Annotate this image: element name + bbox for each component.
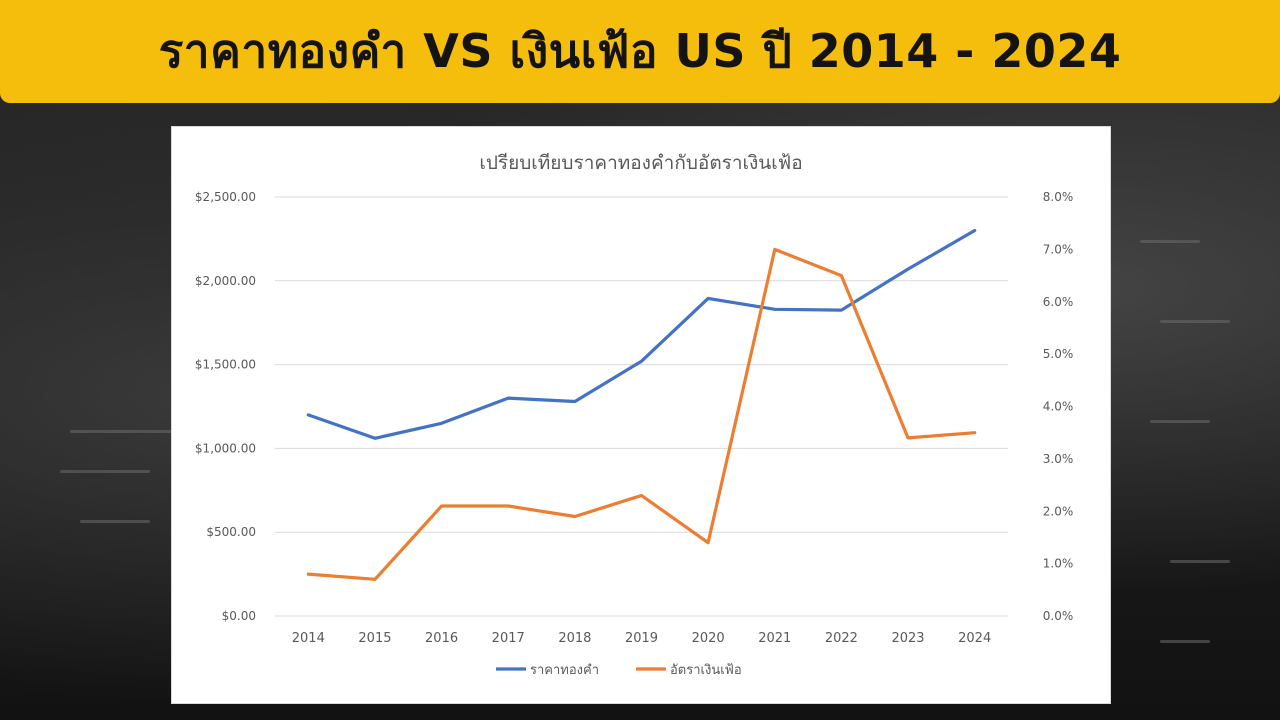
left-tick-label: $2,000.00 xyxy=(195,274,256,288)
x-tick-label: 2019 xyxy=(625,631,658,646)
series-line xyxy=(306,247,977,581)
right-tick-label: 3.0% xyxy=(1043,452,1074,466)
right-tick-label: 4.0% xyxy=(1043,400,1074,414)
banner-title: ราคาทองคำ VS เงินเฟ้อ US ปี 2014 - 2024 xyxy=(158,24,1122,78)
right-tick-label: 0.0% xyxy=(1043,609,1074,623)
right-tick-label: 8.0% xyxy=(1043,190,1074,204)
left-tick-label: $0.00 xyxy=(222,609,256,623)
legend-label: อัตราเงินเฟ้อ xyxy=(670,663,742,678)
legend-label: ราคาทองคำ xyxy=(530,663,599,678)
left-tick-label: $2,500.00 xyxy=(195,190,256,204)
title-banner: ราคาทองคำ VS เงินเฟ้อ US ปี 2014 - 2024 xyxy=(0,0,1280,103)
series-lines xyxy=(306,228,977,581)
left-tick-label: $1,500.00 xyxy=(195,358,256,372)
x-tick-label: 2022 xyxy=(825,631,858,646)
left-tick-label: $500.00 xyxy=(206,525,256,539)
legend: ราคาทองคำ อัตราเงินเฟ้อ xyxy=(496,663,742,678)
x-tick-label: 2024 xyxy=(958,631,991,646)
right-axis: 0.0% 1.0% 2.0% 3.0% 4.0% 5.0% 6.0% 7.0% 8.0% xyxy=(1043,190,1074,623)
gridlines xyxy=(275,196,1008,617)
x-tick-label: 2023 xyxy=(891,631,924,646)
chart-panel: เปรียบเทียบราคาทองคำกับอัตราเงินเฟ้อ $0.… xyxy=(171,126,1111,704)
x-tick-label: 2018 xyxy=(558,631,591,646)
right-tick-label: 6.0% xyxy=(1043,295,1074,309)
x-tick-label: 2021 xyxy=(758,631,791,646)
series-line xyxy=(306,228,977,440)
x-tick-label: 2017 xyxy=(492,631,525,646)
right-tick-label: 1.0% xyxy=(1043,557,1074,571)
x-tick-label: 2020 xyxy=(692,631,725,646)
right-tick-label: 2.0% xyxy=(1043,504,1074,518)
x-tick-label: 2015 xyxy=(358,631,391,646)
right-tick-label: 5.0% xyxy=(1043,347,1074,361)
x-axis: 2014 2015 2016 2017 2018 2019 2020 2021 2022 2023… xyxy=(292,631,991,646)
x-tick-label: 2014 xyxy=(292,631,325,646)
left-tick-label: $1,000.00 xyxy=(195,441,256,455)
x-tick-label: 2016 xyxy=(425,631,458,646)
line-chart: เปรียบเทียบราคาทองคำกับอัตราเงินเฟ้อ $0.… xyxy=(195,152,1074,678)
chart-title: เปรียบเทียบราคาทองคำกับอัตราเงินเฟ้อ xyxy=(479,152,802,174)
left-axis: $0.00 $500.00 $1,000.00 $1,500.00 $2,000.00 $… xyxy=(195,190,256,623)
right-tick-label: 7.0% xyxy=(1043,242,1074,256)
